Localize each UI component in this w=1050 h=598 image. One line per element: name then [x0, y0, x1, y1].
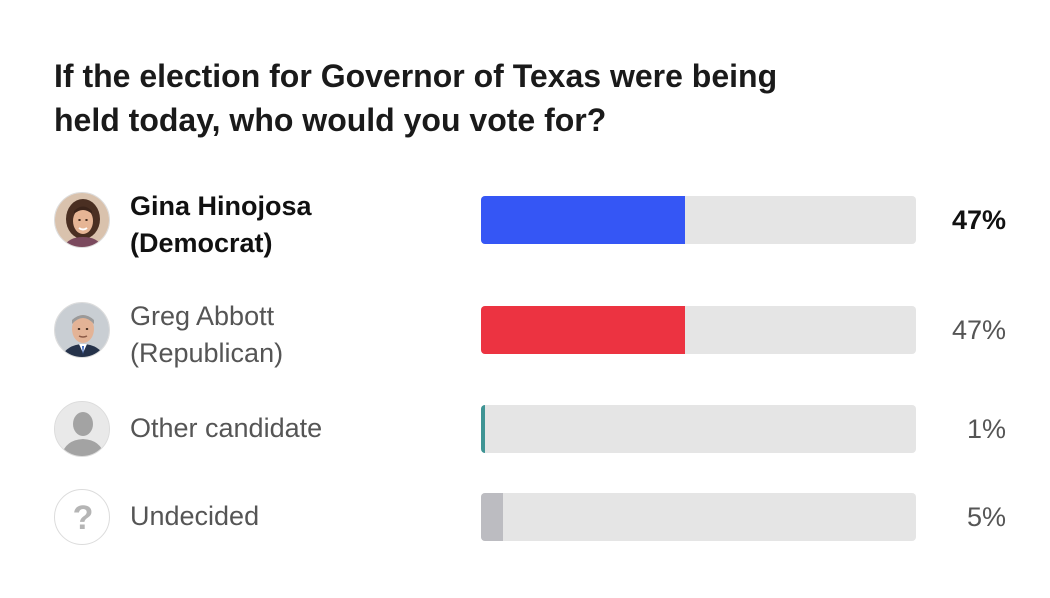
candidate-name-line1: Gina Hinojosa — [130, 191, 312, 221]
bar-track — [481, 196, 916, 244]
poll-row-greg-abbott: Greg Abbott (Republican) 47% — [54, 301, 1014, 372]
bar-undecided — [481, 493, 503, 541]
person-silhouette-icon — [54, 401, 110, 457]
candidate-name-line1: Other candidate — [130, 413, 323, 443]
bar-track — [481, 493, 916, 541]
bar-track — [481, 306, 916, 354]
value-label: 1% — [966, 414, 1006, 444]
candidate-name-line1: Undecided — [130, 501, 260, 531]
value-label: 5% — [966, 502, 1006, 532]
svg-text:?: ? — [73, 499, 94, 537]
candidate-name-line1: Greg Abbott — [130, 301, 275, 331]
poll-row-undecided: ? Undecided 5% — [54, 489, 1014, 545]
value-label: 47% — [951, 315, 1006, 345]
candidate-party: (Democrat) — [130, 228, 273, 258]
chart-title: If the election for Governor of Texas we… — [54, 58, 778, 138]
candidate-name: Gina Hinojosa (Democrat) — [130, 188, 312, 262]
candidate-party: (Republican) — [130, 338, 284, 368]
poll-row-other-candidate: Other candidate 1% — [54, 401, 1014, 457]
candidate-photo-icon — [54, 192, 110, 248]
bar-track — [481, 405, 916, 453]
question-mark-icon: ? — [54, 489, 110, 545]
bar-greg-abbott — [481, 306, 686, 354]
candidate-name: Other candidate — [130, 410, 322, 447]
poll-row-gina-hinojosa: Gina Hinojosa (Democrat) 47% — [54, 191, 1014, 262]
value-label: 47% — [951, 205, 1006, 235]
candidate-name: Undecided — [130, 498, 259, 535]
bar-gina-hinojosa — [481, 196, 686, 244]
candidate-name: Greg Abbott (Republican) — [130, 298, 283, 372]
candidate-photo-icon — [54, 302, 110, 358]
bar-other-candidate — [481, 405, 486, 453]
